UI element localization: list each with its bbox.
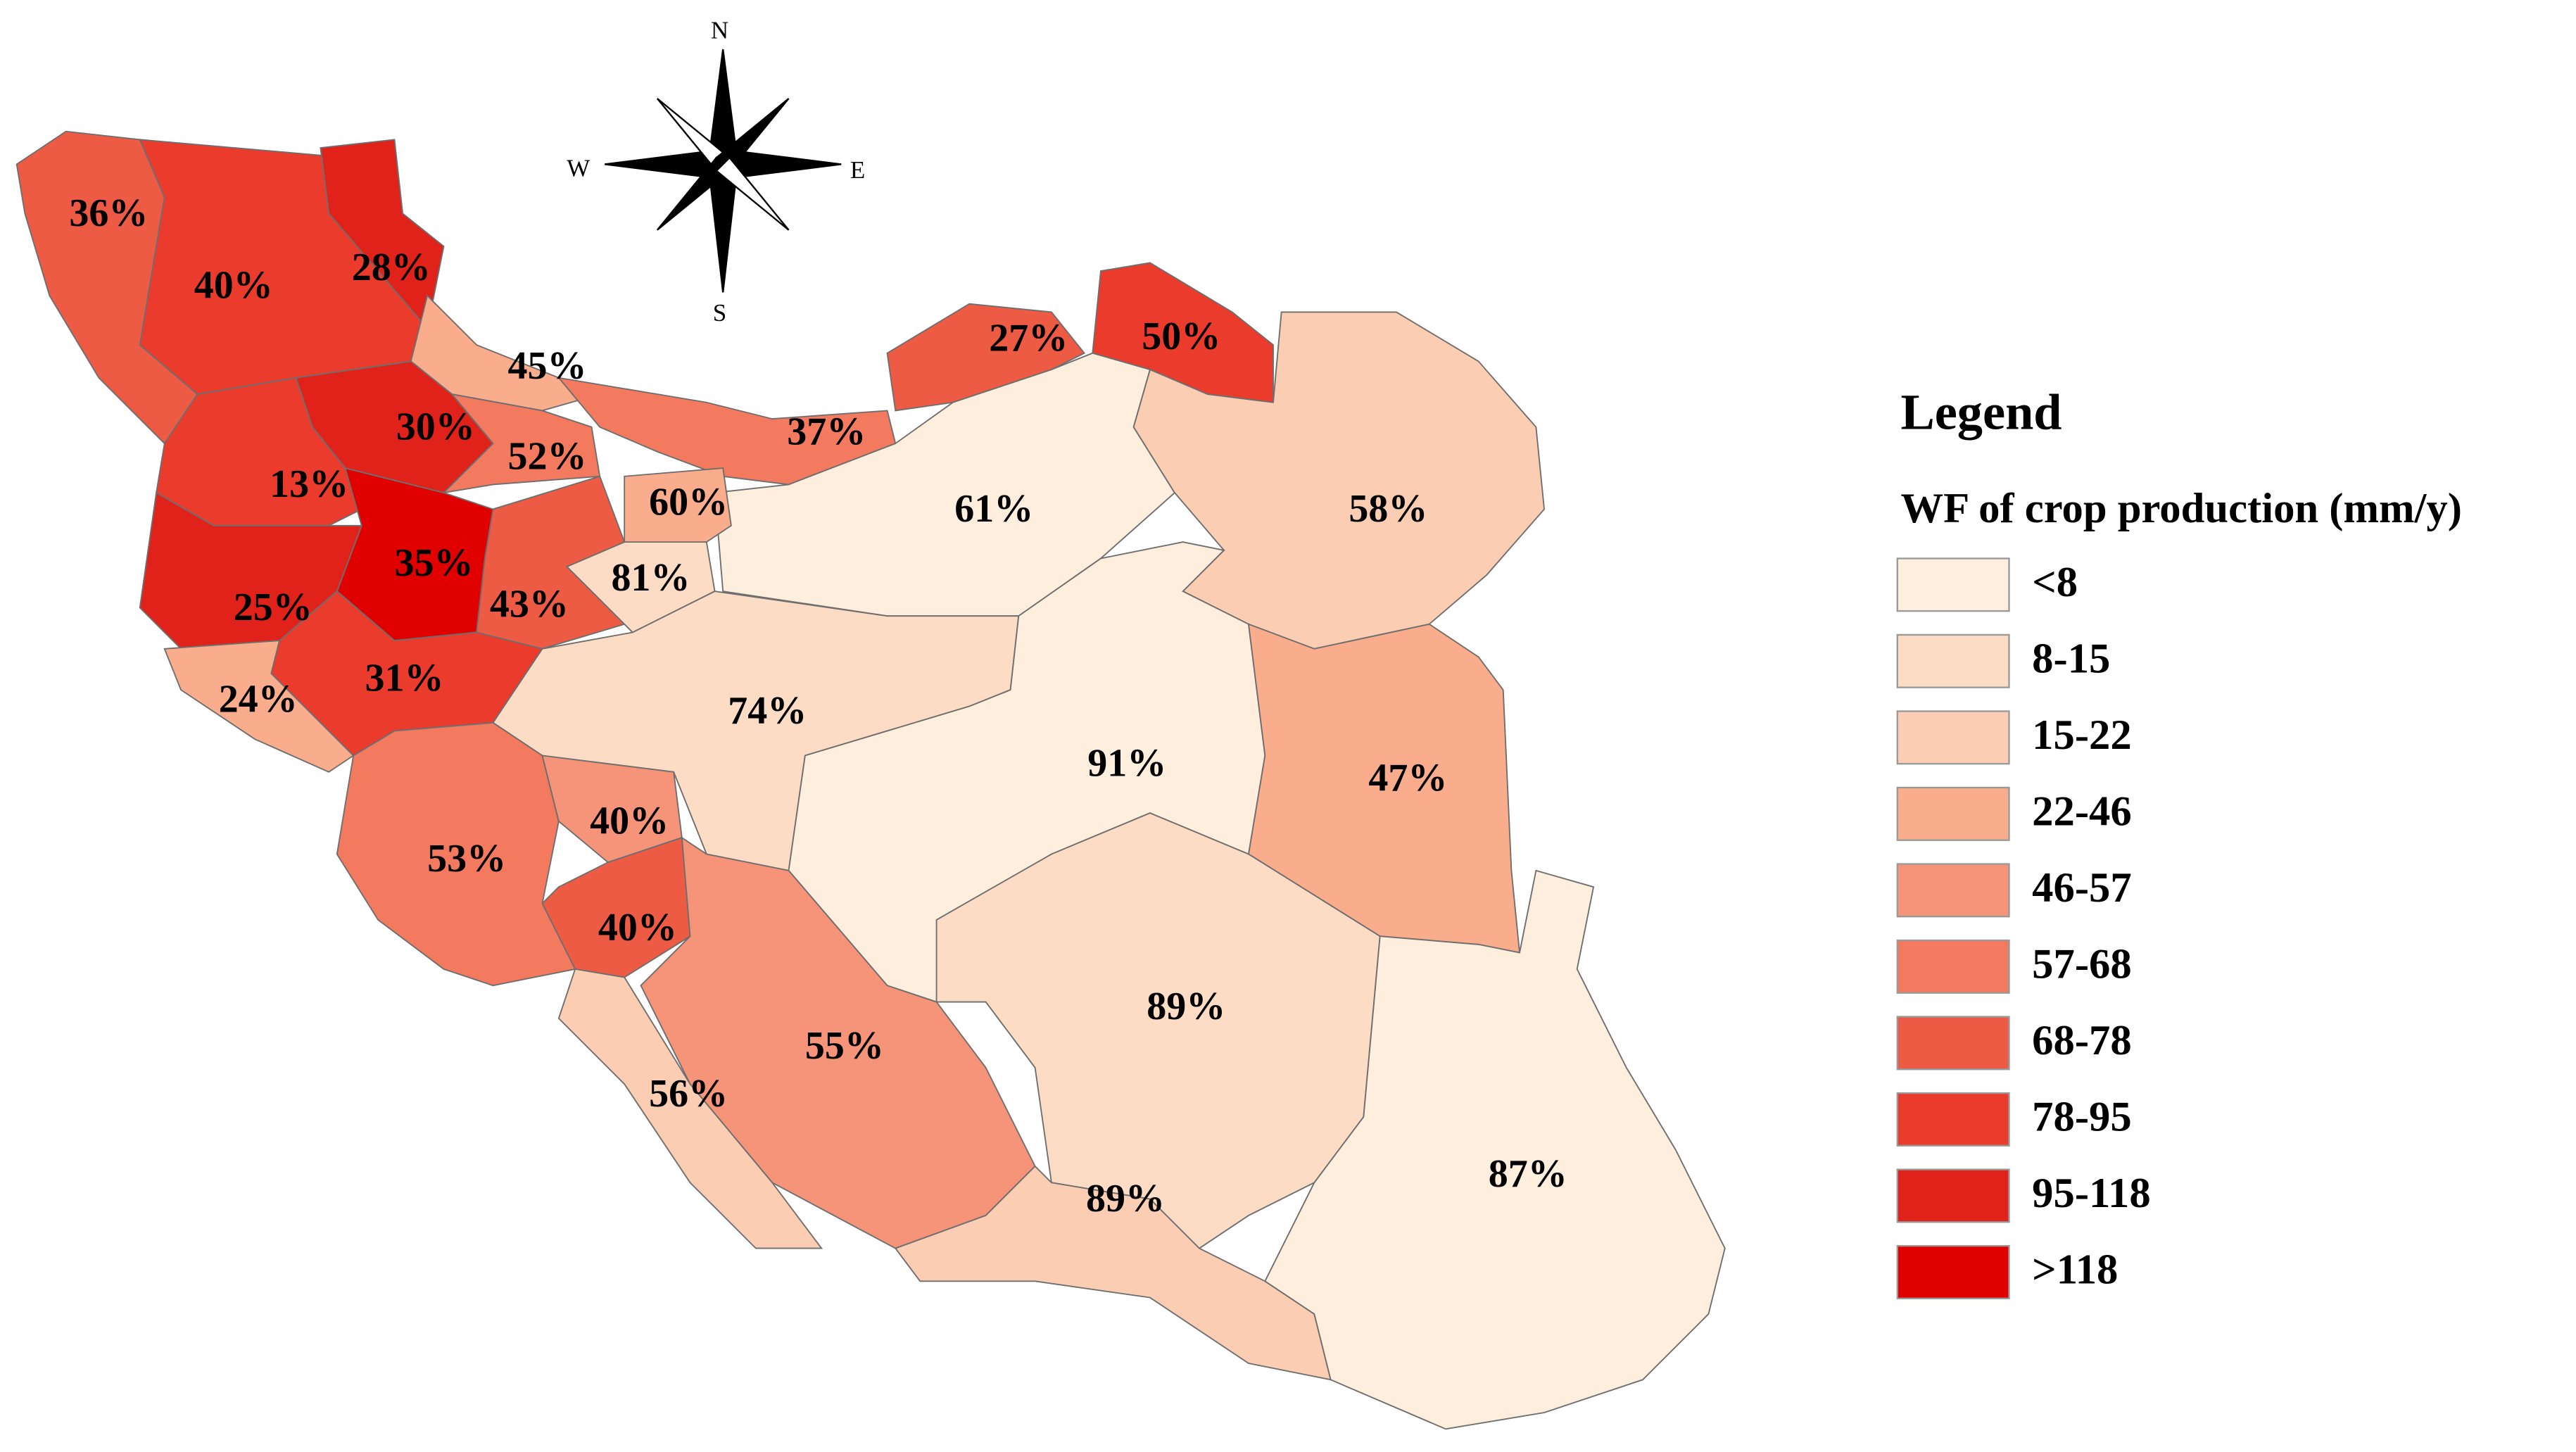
legend-label: 22-46 (2032, 788, 2132, 835)
province (441, 393, 601, 494)
legend-label: 57-68 (2032, 941, 2132, 988)
province-label: 56% (649, 1072, 728, 1116)
province-label: 60% (649, 481, 728, 524)
province-label: 35% (394, 541, 473, 585)
legend-label: >118 (2032, 1246, 2118, 1294)
province (557, 968, 823, 1249)
province (1264, 869, 1726, 1430)
legend-swatch (1896, 1092, 2010, 1147)
legend-swatch (1896, 1016, 2010, 1071)
provinces: 36% 40% 28% 45% 30% 52% 13% 37% 27% 50% 61% 58% 35% 4… (15, 130, 1726, 1430)
province-label: 53% (427, 837, 506, 880)
legend-label: 95-118 (2032, 1170, 2151, 1217)
province (935, 812, 1381, 1249)
province (1132, 311, 1546, 650)
legend-swatch (1896, 633, 2010, 688)
province-label: 61% (954, 487, 1033, 531)
legend-label: 15-22 (2032, 712, 2132, 759)
province (624, 467, 732, 543)
compass-n: N (711, 17, 728, 44)
province-label: 47% (1368, 757, 1447, 800)
province-label: 45% (507, 344, 586, 388)
legend-swatch (1896, 786, 2010, 841)
legend-title: Legend (1900, 384, 2062, 440)
legend-label: 8-15 (2032, 636, 2110, 683)
province-label: 89% (1147, 985, 1225, 1028)
province-label: 27% (989, 316, 1068, 360)
province-label: 13% (270, 462, 348, 506)
legend-label: <8 (2032, 559, 2078, 606)
province-label: 40% (590, 799, 669, 842)
province-label: 52% (507, 434, 586, 478)
legend-swatch (1896, 710, 2010, 765)
compass-s: S (713, 299, 726, 327)
province-label: 40% (598, 906, 677, 949)
province-label: 50% (1142, 315, 1220, 358)
legend-label: 68-78 (2032, 1017, 2132, 1064)
province-label: 31% (365, 656, 443, 700)
legend-swatch (1896, 1244, 2010, 1299)
province-label: 58% (1349, 487, 1427, 531)
legend-label: 46-57 (2032, 864, 2132, 911)
province-label: 30% (396, 405, 475, 448)
legend-swatch (1896, 939, 2010, 994)
province-label: 28% (352, 246, 431, 289)
province (320, 139, 445, 330)
province-label: 87% (1489, 1152, 1567, 1196)
legend: <8 8-15 15-22 22-46 46-57 57-68 68-78 78-95 95-1… (1896, 557, 2151, 1299)
compass-e: E (850, 156, 865, 184)
province-label: 81% (612, 556, 690, 600)
province (1247, 623, 1521, 954)
legend-subtitle: WF of crop production (mm/y) (1900, 485, 2461, 532)
legend-swatch (1896, 557, 2010, 612)
province-label: 25% (234, 586, 312, 629)
province (541, 836, 691, 978)
province (886, 303, 1086, 412)
province-label: 74% (728, 689, 807, 733)
legend-label: 78-95 (2032, 1094, 2132, 1141)
province-label: 89% (1086, 1177, 1165, 1220)
compass-w: W (567, 155, 590, 182)
province-label: 55% (805, 1024, 884, 1068)
legend-swatch (1896, 1168, 2010, 1223)
province-label: 91% (1087, 742, 1166, 785)
province-label: 24% (219, 678, 298, 721)
legend-swatch (1896, 863, 2010, 918)
province-label: 36% (69, 191, 148, 235)
province-label: 43% (490, 582, 569, 626)
compass-rose (605, 49, 842, 293)
province-label: 40% (194, 264, 273, 308)
province-label: 37% (787, 410, 866, 453)
